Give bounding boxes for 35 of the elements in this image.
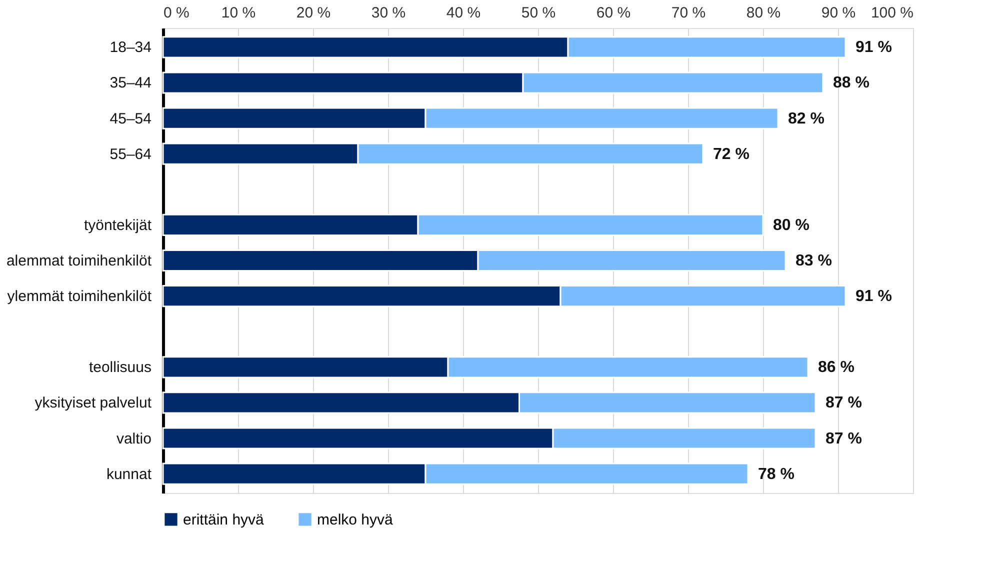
total-label: 86 % — [818, 359, 854, 376]
y-tick-label: alemmat toimihenkilöt — [6, 252, 152, 270]
x-tick-label: 100 % — [870, 4, 914, 22]
total-label: 91 % — [856, 39, 892, 56]
x-tick-label: 30 % — [371, 4, 406, 22]
legend-label: erittäin hyvä — [183, 511, 265, 528]
y-tick-label: 35–44 — [110, 74, 152, 92]
y-tick-label: työntekijät — [84, 216, 152, 234]
y-tick-label: valtio — [116, 430, 152, 448]
y-tick-label: kunnat — [106, 466, 152, 483]
total-label: 87 % — [826, 394, 862, 412]
total-label: 91 % — [856, 288, 892, 306]
legend-label: melko hyvä — [317, 511, 394, 528]
x-tick-label: 20 % — [296, 4, 331, 22]
y-tick-label: yksityiset palvelut — [34, 394, 152, 412]
x-tick-label: 90 % — [821, 4, 856, 22]
y-tick-label: ylemmät toimihenkilöt — [7, 288, 152, 306]
total-label: 88 % — [833, 74, 870, 92]
y-tick-label: 45–54 — [110, 110, 152, 128]
x-tick-label: 0 % — [164, 4, 190, 22]
y-tick-label: teollisuus — [88, 359, 152, 376]
total-label: 78 % — [758, 466, 794, 483]
total-label: 72 % — [713, 146, 750, 163]
x-tick-label: 80 % — [746, 4, 781, 22]
x-tick-label: 70 % — [671, 4, 706, 22]
x-tick-label: 50 % — [521, 4, 556, 22]
total-label: 80 % — [773, 216, 810, 234]
x-tick-label: 10 % — [221, 4, 256, 22]
y-tick-label: 18–34 — [110, 39, 152, 56]
x-tick-label: 40 % — [446, 4, 481, 22]
total-label: 83 % — [796, 252, 832, 270]
x-tick-label: 60 % — [596, 4, 631, 22]
total-label: 82 % — [788, 110, 824, 128]
y-tick-label: 55–64 — [110, 146, 152, 163]
total-label: 87 % — [826, 430, 862, 448]
